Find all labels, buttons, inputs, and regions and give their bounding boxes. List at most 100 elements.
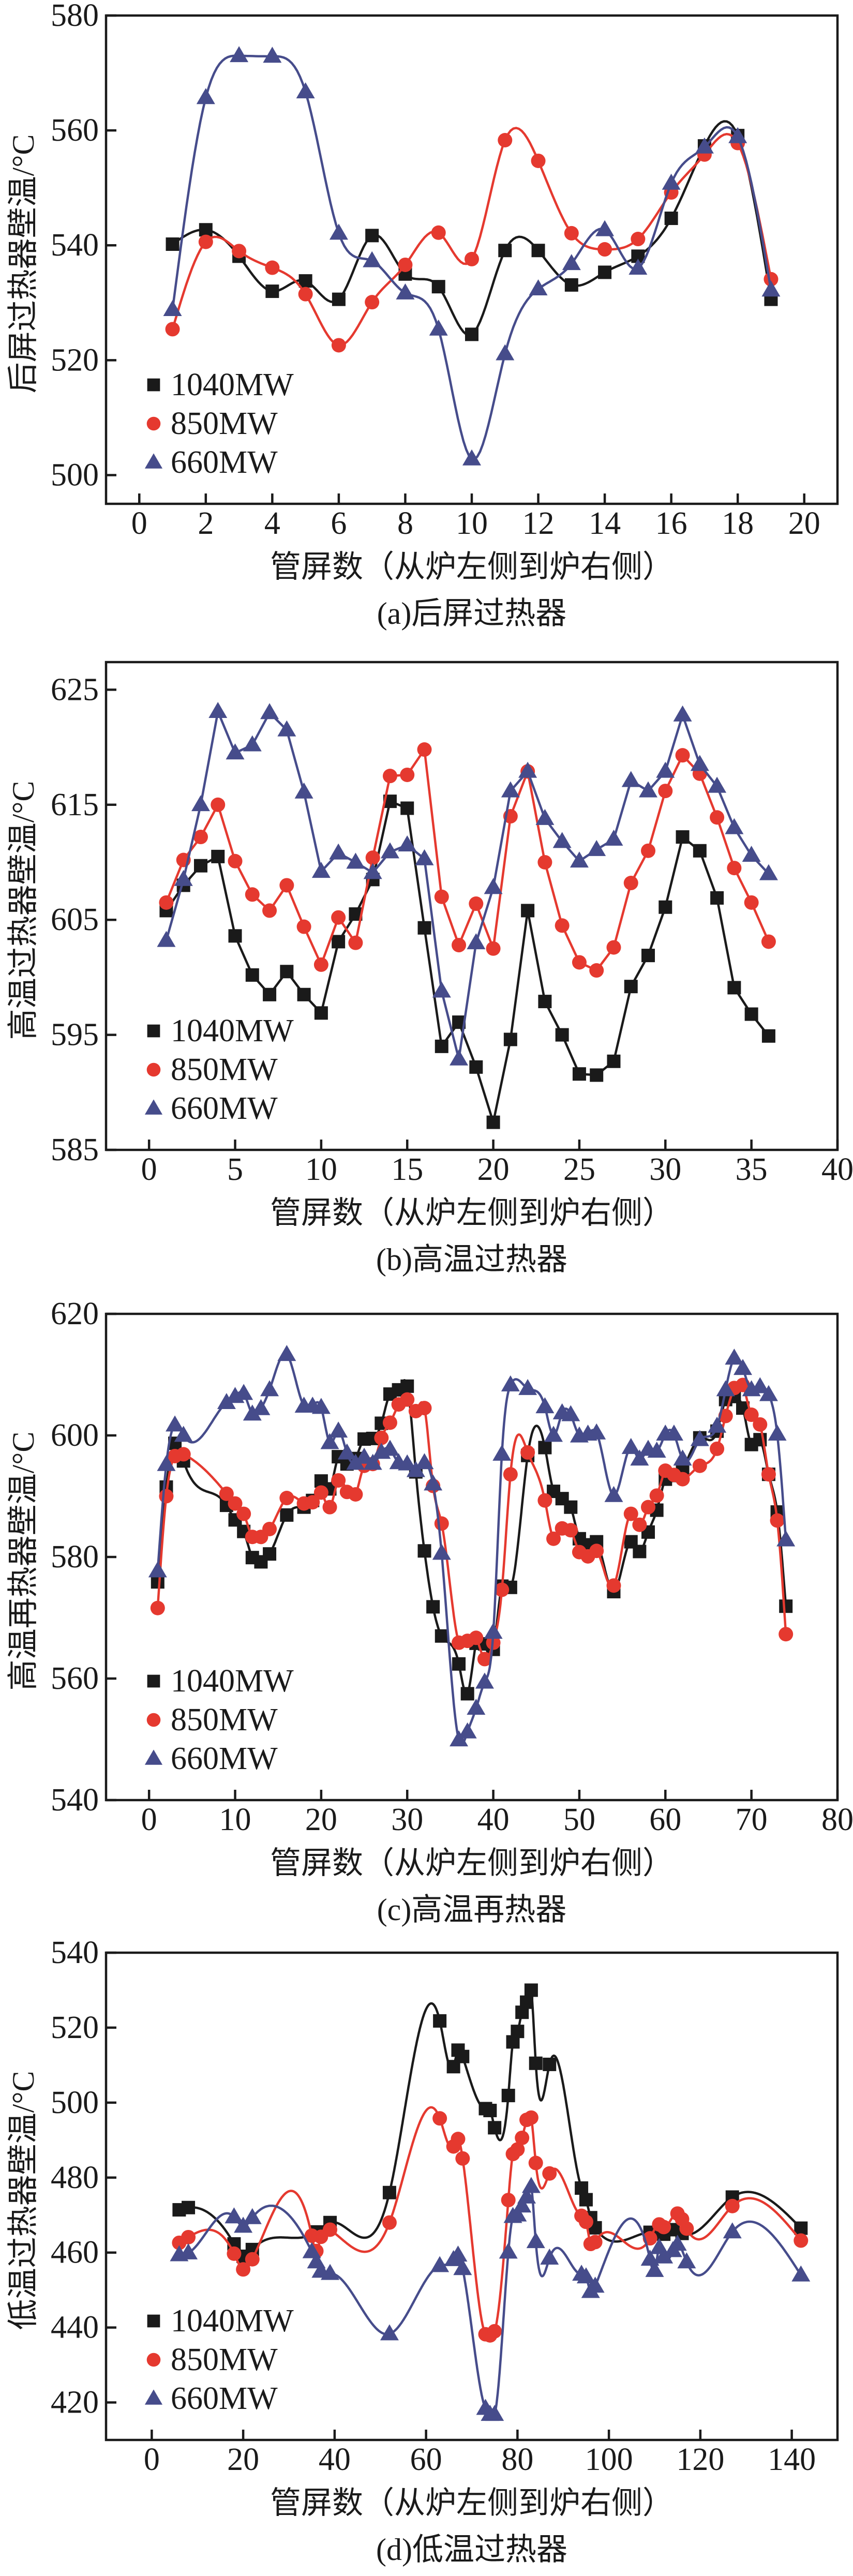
data-point-triangle <box>346 1454 365 1470</box>
data-point-circle <box>710 810 725 825</box>
data-point-circle <box>761 934 776 949</box>
y-tick-label: 480 <box>51 2160 99 2195</box>
x-tick-label: 8 <box>397 506 413 541</box>
data-point-triangle <box>346 852 365 869</box>
data-point-triangle <box>586 2277 605 2293</box>
data-point-circle <box>150 1600 165 1615</box>
data-point-triangle <box>725 818 744 834</box>
data-point-circle <box>279 1491 294 1506</box>
plot-frame <box>104 1312 839 1802</box>
legend-label: 850MW <box>171 1052 278 1087</box>
series-850mw <box>172 2106 809 2343</box>
x-tick-label: 20 <box>305 1802 337 1837</box>
data-point-circle <box>374 1430 389 1445</box>
data-point-triangle <box>485 2405 504 2421</box>
y-axis-title: 高温再热器壁温/°C <box>6 1432 40 1691</box>
x-tick-label: 6 <box>331 506 347 541</box>
data-point-triangle <box>398 835 417 852</box>
x-tick-label: 12 <box>522 506 555 541</box>
series-line <box>156 1380 787 1661</box>
data-point-circle <box>744 1407 759 1422</box>
x-tick-label: 80 <box>821 1802 853 1837</box>
data-point-circle <box>432 2111 447 2126</box>
data-point-triangle <box>448 2245 468 2262</box>
data-point-triangle <box>492 1444 512 1461</box>
data-point-triangle <box>148 1561 167 1578</box>
data-point-square <box>598 265 612 279</box>
data-point-triangle <box>690 1430 709 1446</box>
data-point-triangle <box>277 1345 296 1361</box>
data-point-circle <box>753 1417 768 1432</box>
data-point-circle <box>298 287 313 302</box>
data-point-square <box>564 1500 578 1514</box>
data-point-triangle <box>430 2256 450 2272</box>
data-point-square <box>693 844 707 858</box>
plot-area <box>148 1345 796 1747</box>
data-point-circle <box>227 2246 242 2261</box>
data-point-square <box>199 223 213 237</box>
y-tick-label: 540 <box>51 228 99 263</box>
data-point-circle <box>211 797 226 812</box>
data-point-circle <box>331 910 346 925</box>
data-point-triangle <box>664 1425 683 1441</box>
data-point-triangle <box>226 743 245 760</box>
data-point-triangle <box>576 2267 595 2284</box>
data-point-square <box>659 900 672 914</box>
series-660mw <box>170 2177 811 2421</box>
data-point-triangle <box>484 878 503 894</box>
legend-label: 1040MW <box>171 1013 294 1049</box>
data-point-triangle <box>668 2235 687 2251</box>
data-point-triangle <box>230 46 249 63</box>
x-tick-label: 30 <box>649 1152 681 1187</box>
data-point-circle <box>236 2262 251 2277</box>
data-point-circle <box>181 2229 196 2244</box>
data-point-triangle <box>225 2207 244 2224</box>
legend-marker-triangle <box>144 1099 163 1115</box>
data-point-square <box>465 327 478 341</box>
data-point-triangle <box>217 1392 236 1409</box>
x-axis-title: 管屏数（从炉左侧到炉右侧） <box>270 2486 674 2520</box>
data-point-triangle <box>673 705 692 722</box>
data-point-square <box>452 1657 466 1671</box>
data-point-square <box>456 2049 470 2063</box>
x-tick-label: 40 <box>319 2442 351 2477</box>
data-point-square <box>503 1032 517 1046</box>
data-point-circle <box>236 1506 251 1521</box>
data-point-triangle <box>647 1441 666 1458</box>
data-point-triangle <box>587 840 606 856</box>
legend-label: 1040MW <box>171 2303 294 2339</box>
data-point-circle <box>228 853 243 868</box>
data-point-triangle <box>501 781 520 798</box>
data-point-circle <box>417 1401 432 1416</box>
data-point-triangle <box>475 1672 494 1689</box>
data-point-square <box>382 2185 396 2199</box>
data-point-circle <box>675 748 690 763</box>
data-point-square <box>727 981 741 995</box>
y-tick-label: 520 <box>51 2010 99 2045</box>
axis-ticks: 0 10 20 30 40 50 60 70 80 540 560 580 600 620 <box>51 1296 853 1837</box>
data-point-circle <box>296 919 311 934</box>
data-point-triangle <box>163 300 182 317</box>
data-point-triangle <box>296 82 315 99</box>
data-point-triangle <box>429 319 448 336</box>
axis-ticks: 0 20 40 60 80 100 120 140 420 440 460 480 500 520 540 <box>51 1935 816 2477</box>
data-point-square <box>524 1983 538 1997</box>
data-point-triangle <box>645 2260 664 2277</box>
x-tick-label: 4 <box>264 506 280 541</box>
data-point-square <box>431 280 445 294</box>
data-point-square <box>483 2104 497 2118</box>
data-point-circle <box>727 861 742 876</box>
series-line <box>171 120 772 337</box>
data-point-circle <box>641 843 656 858</box>
x-tick-label: 18 <box>722 506 754 541</box>
x-tick-label: 30 <box>391 1802 423 1837</box>
data-point-circle <box>331 1473 346 1488</box>
data-point-triangle <box>518 761 537 778</box>
data-point-triangle <box>518 1379 537 1395</box>
data-point-circle <box>382 2215 397 2230</box>
data-point-triangle <box>761 280 781 297</box>
data-point-triangle <box>716 1380 735 1397</box>
chart-caption: (d)低温过热器 <box>376 2533 567 2567</box>
data-point-circle <box>365 850 380 865</box>
